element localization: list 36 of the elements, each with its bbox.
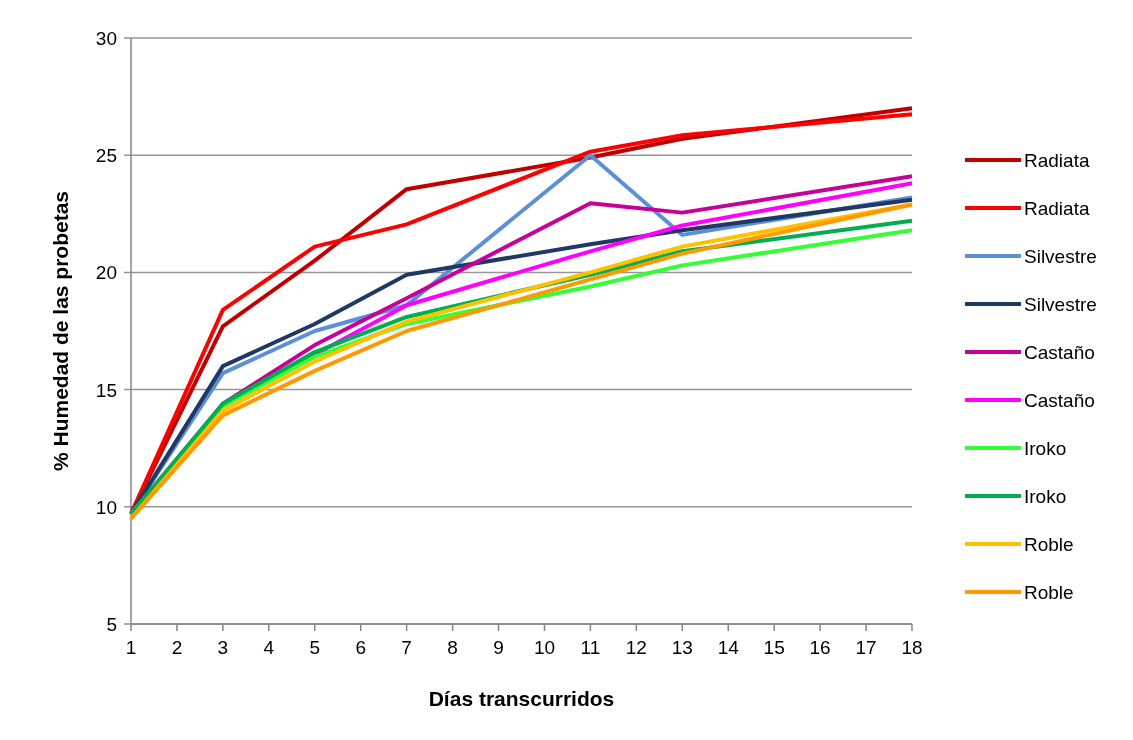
legend-label: Radiata	[1024, 150, 1090, 171]
y-tick-label: 15	[95, 379, 117, 401]
y-axis-title: % Humedad de las probetas	[49, 190, 72, 472]
x-tick-label: 6	[355, 637, 366, 658]
y-tick-label: 5	[106, 614, 117, 635]
x-axis-title: Días transcurridos	[428, 687, 615, 710]
x-tick-label: 5	[309, 637, 321, 658]
x-tick-label: 4	[263, 637, 275, 658]
x-tick-label: 2	[171, 637, 183, 658]
y-tick-label: 30	[95, 28, 117, 49]
x-tick-label: 14	[717, 637, 740, 658]
x-tick-label: 12	[625, 637, 647, 658]
x-tick-label: 17	[855, 637, 877, 658]
x-tick-label: 11	[580, 637, 601, 658]
y-tick-label: 25	[95, 145, 117, 167]
x-tick-label: 7	[401, 637, 412, 658]
x-tick-label: 9	[493, 637, 504, 658]
legend-label: Iroko	[1024, 438, 1067, 459]
legend-label: Castaño	[1024, 390, 1095, 411]
x-tick-label: 1	[125, 637, 137, 658]
x-tick-label: 16	[809, 637, 831, 658]
x-tick-label: 3	[217, 637, 229, 658]
x-tick-label: 10	[533, 637, 556, 658]
y-tick-label: 20	[95, 262, 117, 284]
legend-label: Radiata	[1024, 198, 1090, 219]
y-tick-label: 10	[95, 496, 117, 518]
x-tick-label: 18	[901, 637, 923, 658]
legend-label: Iroko	[1024, 486, 1067, 507]
legend-label: Roble	[1024, 582, 1074, 603]
legend-label: Castaño	[1024, 342, 1095, 363]
legend-label: Roble	[1024, 534, 1074, 555]
legend-label: Silvestre	[1024, 294, 1097, 315]
x-tick-label: 13	[671, 637, 693, 658]
x-tick-label: 15	[763, 637, 785, 658]
legend-label: Silvestre	[1024, 246, 1097, 267]
x-tick-label: 8	[447, 637, 458, 658]
